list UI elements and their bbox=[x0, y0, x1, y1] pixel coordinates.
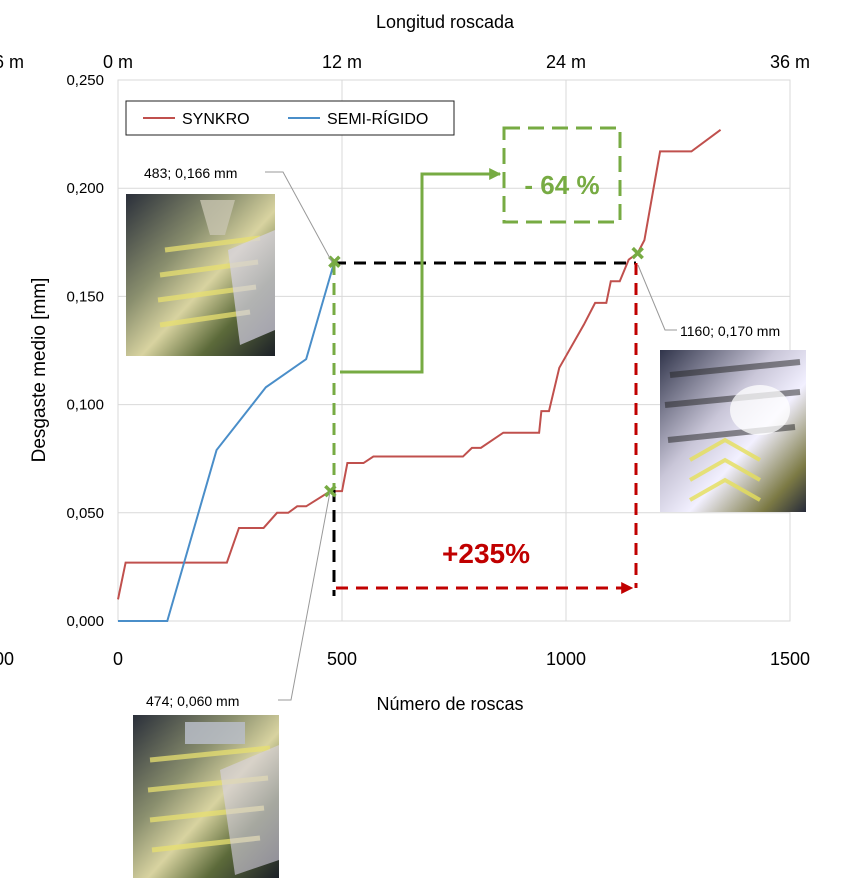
x-axis-title: Número de roscas bbox=[376, 694, 523, 714]
annotation-483: 483; 0,166 mm bbox=[144, 165, 333, 263]
series-line-synkro bbox=[117, 128, 722, 600]
data-point-marker bbox=[324, 484, 337, 498]
leader-474 bbox=[278, 491, 331, 701]
x-top-tick-label: 12 m bbox=[322, 52, 362, 72]
comparison-guides: - 64 % +235% bbox=[332, 126, 638, 596]
edge-fragment-top-left: 6 m bbox=[0, 52, 24, 72]
annotation-label-483: 483; 0,166 mm bbox=[144, 165, 237, 181]
y-tick-label: 0,000 bbox=[66, 613, 104, 630]
x-top-tick-label: 36 m bbox=[770, 52, 810, 72]
y-axis-title: Desgaste medio [mm] bbox=[29, 278, 50, 463]
y-tick-label: 0,100 bbox=[66, 397, 104, 414]
x-top-tick-label: 24 m bbox=[546, 52, 586, 72]
y-tick-label: 0,150 bbox=[66, 288, 104, 305]
x-tick-label: 1500 bbox=[770, 649, 810, 669]
annotation-label-1160: 1160; 0,170 mm bbox=[680, 323, 780, 339]
legend-label-synkro: SYNKRO bbox=[182, 111, 250, 128]
data-point-marker bbox=[631, 246, 644, 260]
x-tick-label: 0 bbox=[113, 649, 123, 669]
series-line-semirigido bbox=[118, 261, 336, 622]
annotation-474: 474; 0,060 mm bbox=[146, 491, 331, 709]
annotation-1160: 1160; 0,170 mm bbox=[637, 264, 780, 339]
legend: SYNKRO SEMI-RÍGIDO bbox=[125, 100, 455, 136]
thread-photo-474 bbox=[133, 715, 279, 878]
callout-plus-235: +235% bbox=[442, 538, 530, 569]
callout-minus-64: - 64 % bbox=[524, 170, 599, 200]
x-tick-label: 1000 bbox=[546, 649, 586, 669]
green-dashed-box bbox=[502, 126, 622, 224]
data-point-marker bbox=[328, 255, 341, 269]
thread-photo-483 bbox=[126, 194, 275, 356]
thread-photo-1160 bbox=[660, 350, 806, 512]
x-top-tick-label: 0 m bbox=[103, 52, 133, 72]
y-tick-label: 0,050 bbox=[66, 505, 104, 522]
green-step-arrow bbox=[340, 168, 502, 374]
x-top-axis-title: Longitud roscada bbox=[376, 12, 515, 32]
legend-label-semirigido: SEMI-RÍGIDO bbox=[327, 109, 428, 128]
annotation-label-474: 474; 0,060 mm bbox=[146, 693, 239, 709]
y-tick-label: 0,250 bbox=[66, 72, 104, 89]
edge-fragment-bottom-left: 00 bbox=[0, 649, 14, 669]
leader-483 bbox=[265, 171, 333, 263]
x-tick-label: 500 bbox=[327, 649, 357, 669]
leader-1160 bbox=[637, 264, 677, 331]
y-tick-label: 0,200 bbox=[66, 180, 104, 197]
